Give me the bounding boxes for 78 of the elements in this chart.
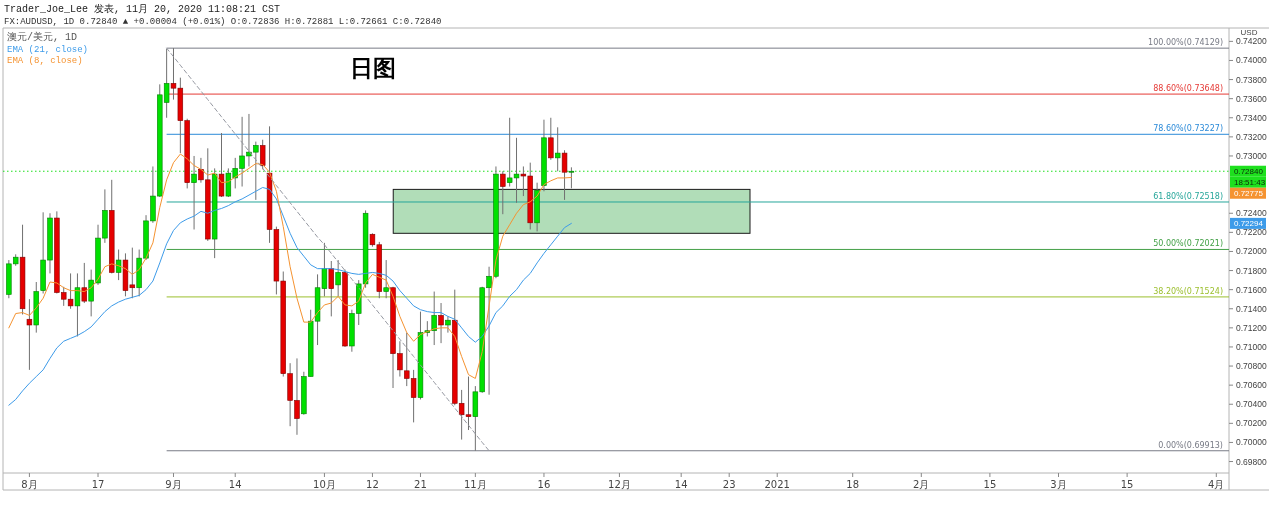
candlestick	[383, 259, 389, 299]
ref-line-label: 0.72840	[1234, 166, 1264, 176]
candlestick	[259, 139, 266, 170]
y-tick-label: 0.70200	[1236, 418, 1267, 429]
candlestick	[74, 272, 81, 337]
text: 日图	[350, 55, 396, 81]
x-tick-label: 12	[366, 479, 379, 490]
y-tick-label: 0.73200	[1236, 131, 1267, 142]
text: EMA (8, close)	[7, 56, 83, 66]
y-tick-label: 0.69800	[1236, 456, 1267, 467]
x-tick-label: 17	[91, 479, 105, 490]
candlestick	[561, 149, 568, 201]
text: 0.72294	[1234, 218, 1264, 228]
x-tick-label: 23	[722, 479, 736, 490]
candlestick	[438, 302, 444, 344]
y-tick-label: 0.71800	[1236, 265, 1267, 276]
x-tick-label: 15	[1120, 479, 1134, 490]
ref-line-label: 50.00%(0.72021)	[1153, 239, 1223, 249]
x-tick-label: 3月	[1050, 479, 1067, 490]
x-tick-label: 2021	[764, 479, 790, 490]
x-tick-label: 14	[674, 479, 688, 490]
y-tick-label: 0.72000	[1236, 246, 1267, 257]
candlestick	[568, 166, 575, 189]
y-tick-label: 0.71400	[1236, 303, 1267, 314]
candlestick	[328, 260, 334, 317]
y-tick-label: 0.70800	[1236, 361, 1267, 372]
ref-line-label: 100.00%(0.74129)	[1148, 38, 1223, 48]
text: FX:AUDUSD, 1D 0.72840 ▲ +0.00004 (+0.01%) O:0.72836 H:0.72881 L:0.72661 C:0.72840	[4, 17, 442, 27]
line-series	[8, 186, 572, 406]
candlestick	[548, 117, 554, 161]
candlestick	[81, 262, 87, 304]
candlestick	[554, 126, 561, 172]
candlestick	[191, 155, 197, 230]
x-tick-label: 15	[983, 479, 997, 490]
x-tick-label: 16	[537, 479, 551, 490]
candlestick	[115, 249, 122, 281]
y-tick-label: 0.71600	[1236, 284, 1267, 295]
x-tick-label: 4月	[1208, 479, 1225, 490]
y-tick-label: 0.74000	[1236, 55, 1267, 66]
candlestick	[445, 315, 451, 334]
x-tick-label: 21	[414, 479, 427, 490]
y-tick-label: 0.73400	[1236, 112, 1267, 123]
y-axis-title: USD	[1240, 28, 1258, 37]
ref-line-label: 61.80%(0.72518)	[1153, 191, 1223, 201]
legend-title: 澳元/美元, 1D	[7, 31, 78, 43]
line-series	[166, 47, 490, 452]
y-tick-label: 0.74200	[1236, 36, 1267, 47]
y-tick-label: 0.73800	[1236, 74, 1267, 85]
y-tick-label: 0.71200	[1236, 322, 1267, 333]
x-tick-label: 2月	[913, 479, 930, 490]
y-tick-label: 0.73600	[1236, 93, 1267, 104]
candlestick	[218, 132, 225, 198]
x-tick-label: 18	[846, 479, 860, 490]
ref-line-label: 38.20%(0.71524)	[1153, 286, 1223, 296]
candlestick	[431, 291, 437, 346]
y-tick-label: 0.72200	[1236, 227, 1267, 238]
candlestick	[335, 259, 341, 297]
candlestick	[500, 170, 506, 215]
y-tick-label: 0.73000	[1236, 150, 1267, 161]
x-tick-label: 14	[228, 479, 242, 490]
y-tick-label: 0.71000	[1236, 341, 1267, 352]
x-tick-label: 11月	[463, 479, 487, 490]
candlestick	[26, 298, 33, 371]
x-tick-label: 8月	[21, 479, 38, 490]
ref-line-label: 78.60%(0.73227)	[1153, 124, 1223, 134]
y-tick-label: 0.70400	[1236, 399, 1267, 410]
ref-line-label: 0.00%(0.69913)	[1158, 440, 1223, 450]
text: 18:51:43	[1234, 177, 1266, 187]
y-tick-label: 0.70000	[1236, 437, 1267, 448]
y-tick-label: 0.72400	[1236, 208, 1267, 219]
x-tick-label: 12月	[608, 479, 631, 490]
ref-line-label: 88.60%(0.73648)	[1153, 84, 1223, 94]
x-tick-label: 10月	[313, 479, 336, 490]
y-tick-label: 0.70600	[1236, 380, 1267, 391]
text: EMA (21, close)	[7, 45, 89, 55]
text: 0.72775	[1234, 188, 1264, 198]
chart-subtitle: Trader_Joe_Lee 发表, 11月 20, 2020 11:08:21 CST	[4, 3, 281, 15]
x-tick-label: 9月	[165, 479, 182, 490]
